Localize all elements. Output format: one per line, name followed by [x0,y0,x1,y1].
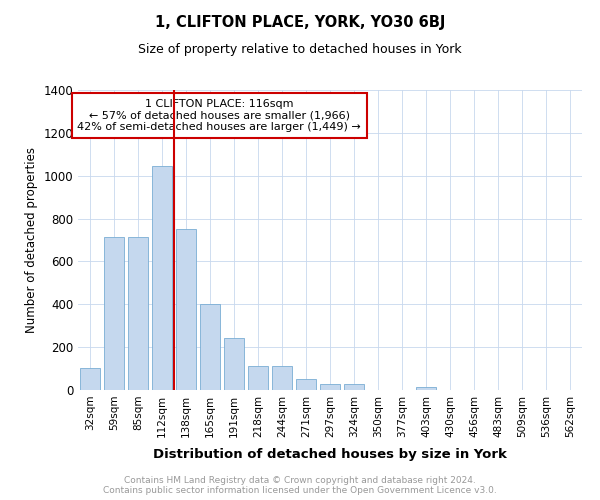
Text: Contains HM Land Registry data © Crown copyright and database right 2024.
Contai: Contains HM Land Registry data © Crown c… [103,476,497,495]
Bar [104,237,124,390]
Bar [152,166,172,390]
Text: 1, CLIFTON PLACE, YORK, YO30 6BJ: 1, CLIFTON PLACE, YORK, YO30 6BJ [155,15,445,30]
Text: Size of property relative to detached houses in York: Size of property relative to detached ho… [138,42,462,56]
Bar [128,237,148,390]
Y-axis label: Number of detached properties: Number of detached properties [25,147,38,333]
Bar [296,380,316,390]
Bar [248,366,268,390]
Bar [200,304,220,390]
Bar [344,384,364,390]
Text: 1 CLIFTON PLACE: 116sqm
← 57% of detached houses are smaller (1,966)
42% of semi: 1 CLIFTON PLACE: 116sqm ← 57% of detache… [77,99,361,132]
Bar [416,387,436,390]
Bar [320,384,340,390]
Bar [80,368,100,390]
Bar [224,338,244,390]
Bar [176,230,196,390]
Bar [272,366,292,390]
X-axis label: Distribution of detached houses by size in York: Distribution of detached houses by size … [153,448,507,461]
